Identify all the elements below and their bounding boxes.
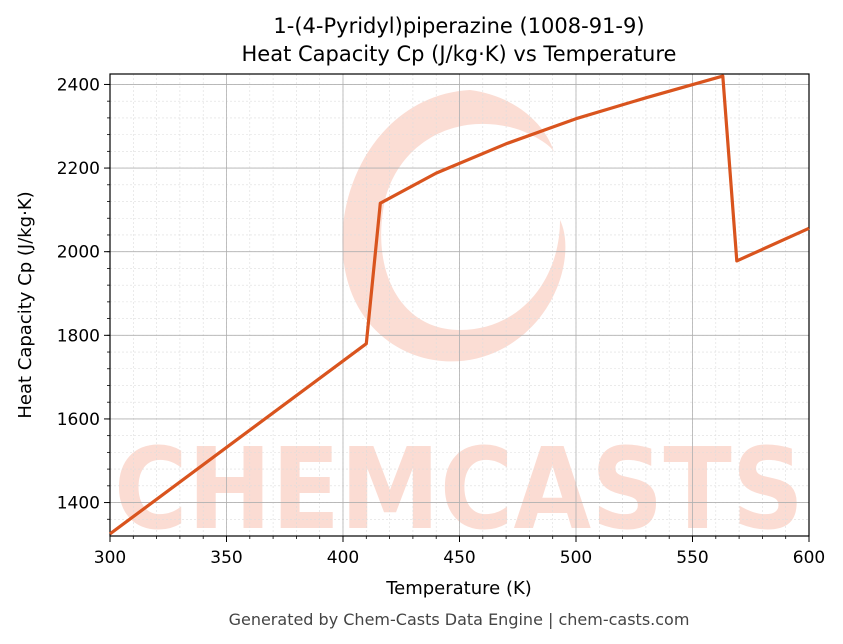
y-tick-label: 1800 bbox=[57, 326, 100, 346]
y-tick-label: 2400 bbox=[57, 75, 100, 95]
y-tick-label: 2000 bbox=[57, 243, 100, 263]
x-tick-label: 550 bbox=[676, 548, 708, 568]
y-tick-label: 2200 bbox=[57, 159, 100, 179]
x-tick-label: 400 bbox=[327, 548, 359, 568]
chart-title-line2: Heat Capacity Cp (J/kg·K) vs Temperature bbox=[242, 42, 677, 66]
x-tick-label: 600 bbox=[793, 548, 825, 568]
x-tick-labels: 300 350 400 450 500 550 600 bbox=[94, 548, 825, 568]
axis-ticks bbox=[104, 83, 810, 542]
x-tick-label: 350 bbox=[210, 548, 242, 568]
x-tick-label: 500 bbox=[560, 548, 592, 568]
x-axis-label: Temperature (K) bbox=[385, 578, 532, 599]
footer-credit: Generated by Chem-Casts Data Engine | ch… bbox=[229, 610, 690, 629]
y-tick-labels: 1400 1600 1800 2000 2200 2400 bbox=[57, 75, 100, 513]
series-group bbox=[109, 74, 810, 536]
series-line-0 bbox=[109, 74, 810, 536]
watermark-logo-swirl bbox=[342, 90, 566, 362]
x-tick-label: 300 bbox=[94, 548, 126, 568]
y-tick-label: 1400 bbox=[57, 494, 100, 514]
watermark: CHEMCASTS bbox=[114, 90, 804, 555]
x-tick-label: 450 bbox=[443, 548, 475, 568]
y-axis-label: Heat Capacity Cp (J/kg·K) bbox=[15, 191, 36, 418]
major-grid bbox=[109, 74, 810, 536]
y-tick-label: 1600 bbox=[57, 410, 100, 430]
chart-title-line1: 1-(4-Pyridyl)piperazine (1008-91-9) bbox=[273, 14, 644, 38]
